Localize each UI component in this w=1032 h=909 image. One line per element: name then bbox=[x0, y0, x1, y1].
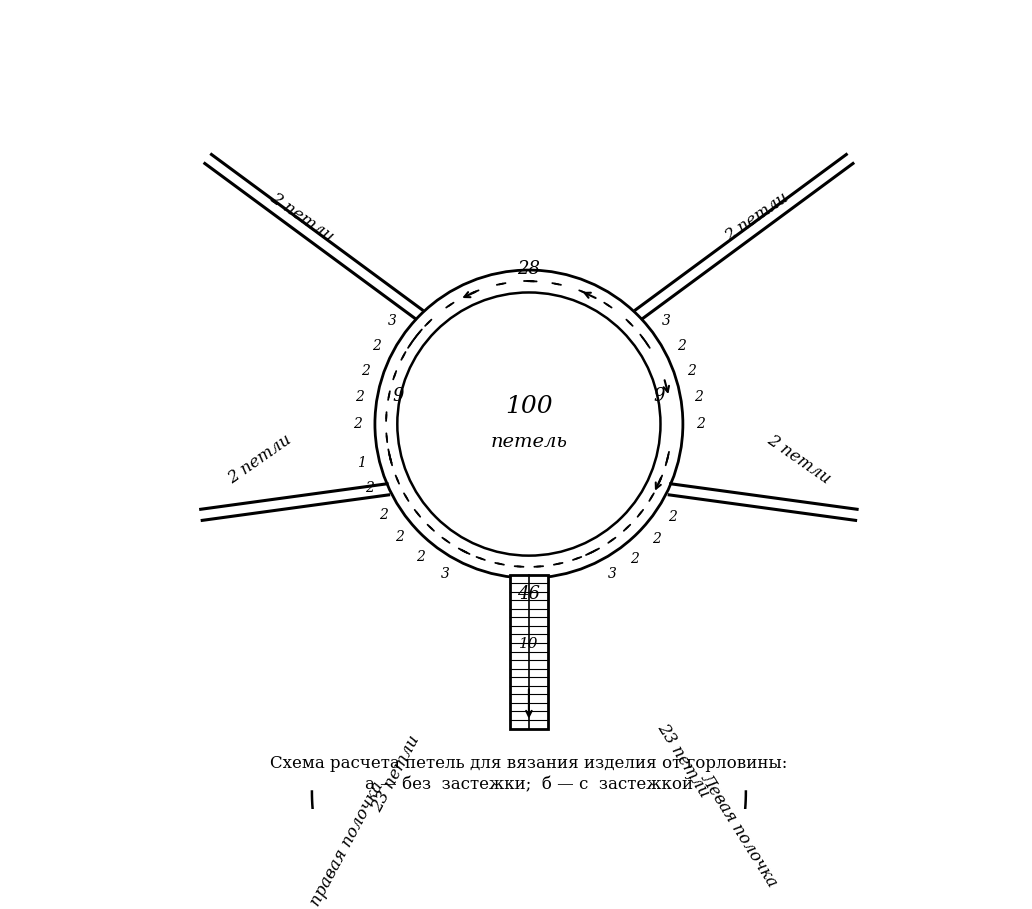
Text: 2: 2 bbox=[361, 365, 370, 378]
Text: 9: 9 bbox=[393, 387, 405, 405]
Text: 2: 2 bbox=[677, 339, 686, 354]
Bar bbox=[510, 574, 548, 728]
Text: 2: 2 bbox=[353, 417, 362, 431]
Text: 2: 2 bbox=[631, 552, 639, 566]
Text: 2: 2 bbox=[379, 508, 388, 522]
Text: 9: 9 bbox=[653, 387, 665, 405]
Text: 2: 2 bbox=[417, 550, 425, 564]
Text: 3: 3 bbox=[387, 314, 396, 328]
Text: 2: 2 bbox=[687, 365, 697, 378]
Text: 10: 10 bbox=[519, 637, 539, 651]
Text: Схема расчета петель для вязания изделия от горловины:: Схема расчета петель для вязания изделия… bbox=[270, 755, 787, 772]
Text: 3: 3 bbox=[662, 314, 671, 328]
Text: 28: 28 bbox=[517, 260, 541, 278]
Text: 2: 2 bbox=[355, 390, 364, 405]
Text: 2: 2 bbox=[694, 390, 703, 405]
Text: 2 петли: 2 петли bbox=[764, 431, 834, 487]
Text: 2 петли: 2 петли bbox=[266, 189, 336, 245]
Text: 2 петли: 2 петли bbox=[721, 189, 792, 245]
Text: 2: 2 bbox=[652, 532, 660, 545]
Text: 46: 46 bbox=[517, 585, 541, 603]
Text: 1: 1 bbox=[357, 455, 366, 470]
Text: 23 петли: 23 петли bbox=[653, 720, 712, 800]
Text: 2: 2 bbox=[365, 481, 375, 495]
Text: правая полочка: правая полочка bbox=[307, 779, 387, 909]
Text: Левая полочка: Левая полочка bbox=[697, 770, 781, 890]
Text: 23 петли: 23 петли bbox=[368, 733, 423, 815]
Text: а — без  застежки;  б — с  застежкой: а — без застежки; б — с застежкой bbox=[365, 776, 692, 793]
Text: 2: 2 bbox=[669, 511, 677, 524]
Circle shape bbox=[375, 270, 683, 578]
Text: 2: 2 bbox=[696, 417, 705, 431]
Text: 2: 2 bbox=[372, 339, 381, 354]
Text: 2 петли: 2 петли bbox=[224, 431, 294, 487]
Text: 3: 3 bbox=[442, 567, 450, 581]
Text: петель: петель bbox=[490, 433, 568, 451]
Text: 100: 100 bbox=[505, 395, 553, 418]
Text: 3: 3 bbox=[608, 567, 616, 581]
Text: 2: 2 bbox=[395, 530, 404, 544]
